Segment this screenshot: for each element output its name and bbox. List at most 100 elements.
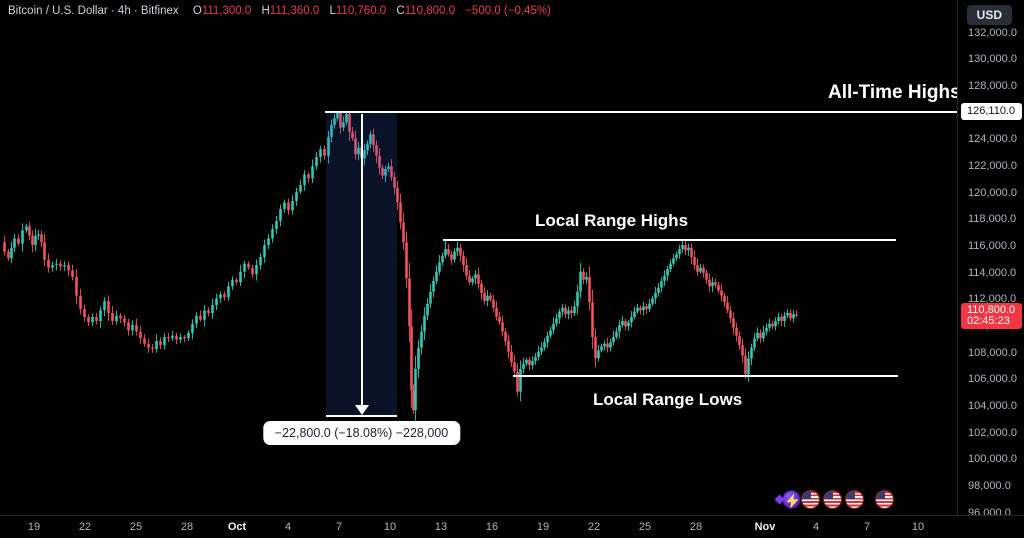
candle-body — [219, 294, 222, 299]
open-label: O — [192, 5, 202, 17]
candle-body — [624, 321, 627, 327]
candle-body — [91, 317, 94, 323]
time-tick-label: 19 — [536, 521, 550, 533]
currency-toggle-button[interactable]: USD — [966, 5, 1012, 25]
candle-body — [699, 267, 702, 272]
candle-body — [366, 143, 369, 151]
symbol-title[interactable]: Bitcoin / U.S. Dollar · 4h · Bitfinex — [8, 5, 179, 17]
candle-body — [501, 322, 504, 332]
candle-body — [639, 307, 642, 311]
candle-body — [51, 265, 54, 268]
candle-body — [738, 335, 741, 345]
flag-canton — [802, 491, 811, 499]
level-line-all-time-highs[interactable] — [325, 110, 957, 113]
candle-body — [203, 310, 206, 320]
candle-body — [483, 293, 486, 301]
candle-body — [720, 290, 723, 296]
candle-body — [615, 331, 618, 337]
level-line-local-range-highs[interactable] — [443, 238, 896, 241]
lightning-reaction-icon[interactable] — [782, 490, 801, 509]
candle-body — [453, 251, 456, 260]
candle-body — [759, 333, 762, 339]
candle-body — [579, 271, 582, 292]
candle-body — [107, 301, 110, 313]
candle-body — [492, 299, 495, 308]
candle-body — [447, 249, 450, 255]
candle-body — [462, 255, 465, 265]
price-tick-label: 124,000.0 — [968, 133, 1017, 146]
candle-body — [702, 267, 705, 273]
candle-body — [774, 321, 777, 327]
candle-body — [345, 113, 348, 123]
candle-body — [630, 317, 633, 323]
candle-body — [657, 287, 660, 293]
candle-body — [408, 278, 411, 327]
candle-body — [750, 347, 753, 359]
us-flag-reaction-icon[interactable] — [801, 490, 820, 509]
us-flag-reaction-icon[interactable] — [823, 490, 842, 509]
candle-body — [179, 337, 182, 340]
price-tick-label: 114,000.0 — [968, 266, 1017, 279]
candle-body — [570, 310, 573, 313]
candle-body — [28, 226, 31, 236]
candle-body — [606, 343, 609, 348]
candle-body — [594, 337, 597, 359]
symbol-legend[interactable]: Bitcoin / U.S. Dollar · 4h · Bitfinex O 1… — [8, 5, 551, 17]
annotation-all-time-highs[interactable]: All-Time Highs — [828, 82, 961, 103]
candle-body — [642, 306, 645, 311]
candle-body — [21, 230, 24, 244]
candle-body — [79, 295, 82, 309]
annotation-local-range-lows[interactable]: Local Range Lows — [593, 390, 743, 409]
time-tick-label: 19 — [27, 521, 41, 533]
candle-body — [540, 347, 543, 352]
price-axis[interactable]: 126,110.0 110,800.0 02:45:23 132,000.0 13… — [957, 0, 1024, 519]
candlestick-chart[interactable] — [0, 0, 957, 515]
candle-body — [780, 317, 783, 321]
candle-body — [131, 325, 134, 331]
time-tick-label: 22 — [587, 521, 601, 533]
candle-body — [456, 247, 459, 252]
candle-body — [693, 257, 696, 265]
candle-body — [163, 337, 166, 345]
time-axis[interactable]: 19 22 25 28 Oct 4 7 10 13 16 19 22 25 28 Nov 4 7 10 — [0, 515, 1024, 538]
candle-body — [468, 275, 471, 283]
candle-body — [311, 166, 314, 179]
candle-body — [159, 341, 162, 345]
candle-body — [402, 222, 405, 243]
candle-body — [435, 271, 438, 281]
candle-body — [87, 317, 90, 323]
candle-body — [669, 263, 672, 269]
candle-body — [191, 323, 194, 333]
candle-body — [621, 321, 624, 325]
time-tick-label: 7 — [863, 521, 871, 533]
candle-body — [525, 359, 528, 364]
candle-body — [25, 226, 28, 231]
candle-body — [498, 317, 501, 323]
candle-body — [111, 313, 114, 321]
candle-body — [726, 302, 729, 311]
candle-body — [567, 310, 570, 315]
candle-body — [768, 323, 771, 328]
candle-body — [747, 358, 750, 375]
us-flag-reaction-icon[interactable] — [875, 490, 894, 509]
annotation-local-range-highs[interactable]: Local Range Highs — [535, 211, 689, 230]
candle-body — [795, 314, 798, 316]
high-value: 111,360.0 — [269, 5, 320, 17]
candle-body — [633, 311, 636, 317]
candle-body — [603, 343, 606, 347]
candle-body — [67, 265, 70, 271]
candle-body — [83, 309, 86, 317]
measure-result-label[interactable]: −22,800.0 (−18.08%) −228,000 — [262, 420, 461, 445]
time-tick-label: 25 — [638, 521, 652, 533]
candle-body — [336, 112, 339, 119]
chart-pane[interactable]: All-Time Highs Local Range Highs Local Ran… — [0, 0, 961, 515]
us-flag-reaction-icon[interactable] — [845, 490, 864, 509]
candle-body — [609, 342, 612, 348]
level-line-local-range-lows[interactable] — [513, 374, 898, 377]
candle-body — [600, 346, 603, 351]
candle-body — [291, 201, 294, 211]
candle-body — [410, 326, 413, 391]
low-value: 110,760.0 — [335, 5, 387, 17]
last-price-value: 110,800.0 — [967, 303, 1016, 316]
